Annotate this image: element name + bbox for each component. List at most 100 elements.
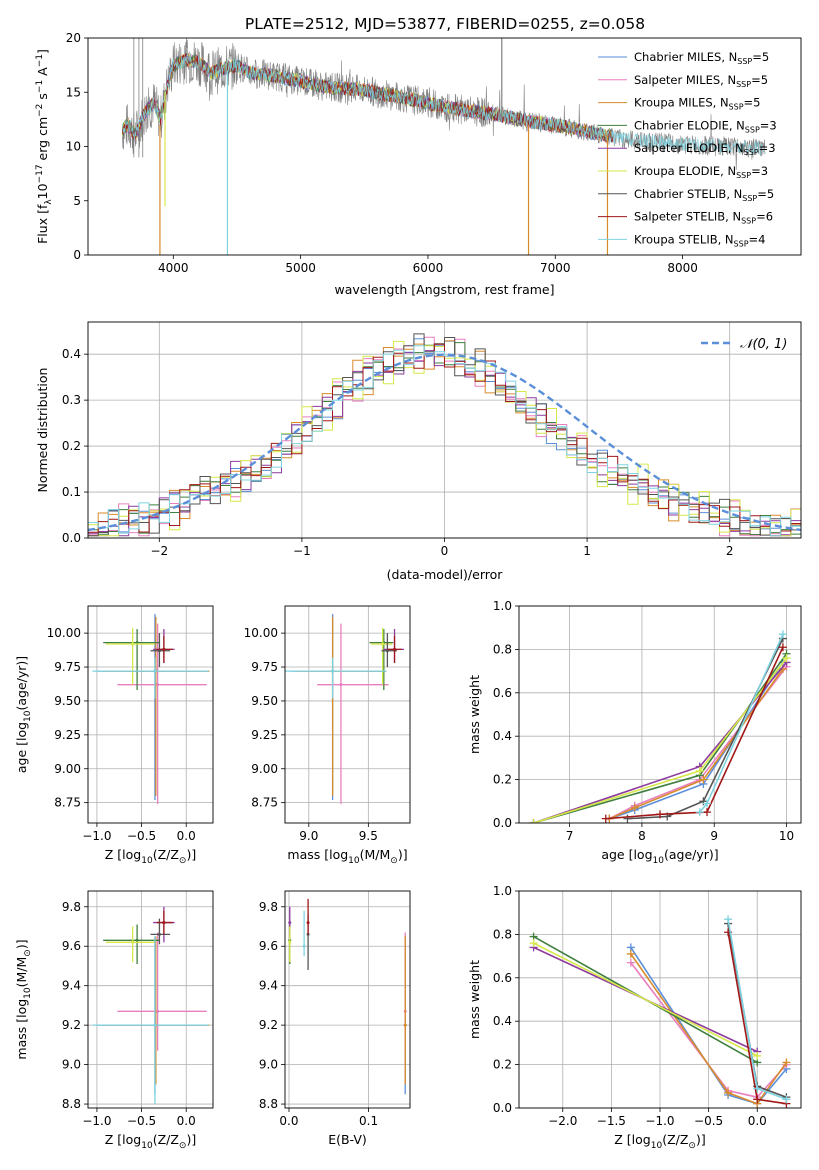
weight-marker [529, 939, 538, 948]
data-point [393, 647, 397, 651]
axes-frame [87, 37, 802, 256]
y-tick-label: 1.0 [493, 884, 512, 898]
x-tick-label: 8 [638, 829, 646, 843]
y-tick-label: 8.75 [54, 796, 81, 810]
ticks: −1.0 −0.5 0.0 8.75 9.00 9.25 9.50 9.75 10.00 [47, 626, 196, 843]
data-point [162, 921, 166, 925]
x-axis-label: (data-model)/error [387, 567, 504, 582]
weight-marker [601, 814, 610, 823]
x-tick-label: 7 [566, 829, 574, 843]
y-tick-label: 9.00 [251, 762, 278, 776]
x-tick-label: 4000 [158, 261, 189, 275]
ticks: 4000 5000 6000 7000 8000 0 5 10 15 20 [66, 31, 698, 275]
y-tick-label: 9.00 [54, 762, 81, 776]
y-tick-label: 0.8 [493, 927, 512, 941]
grid [88, 606, 213, 823]
legend-entry: 𝒩(0, 1) [740, 337, 787, 352]
axes-frame [518, 890, 802, 1109]
y-tick-label: 9.8 [259, 900, 278, 914]
ylabel-label: age [log10(age/yr)] [14, 656, 33, 773]
xlabel-label: E(B-V) [328, 1132, 367, 1147]
x-tick-label: −1 [293, 544, 311, 558]
legend-entry: Salpeter STELIB, NSSP=6 [634, 210, 773, 226]
weight-marker [630, 803, 639, 812]
xlabel-label: Z [log10(Z/Z⊙)] [105, 1132, 196, 1151]
y-tick-label: 0.8 [493, 642, 512, 656]
x-tick-label: 8000 [667, 261, 698, 275]
data-point [288, 940, 292, 944]
axes-frame [87, 890, 214, 1109]
weight-series-0 [630, 946, 788, 1105]
weight-marker [782, 654, 791, 663]
y-axis-label: mass weight [467, 960, 482, 1039]
grid [519, 890, 801, 1109]
y-axis-label: mass weight [467, 675, 482, 754]
x-tick-label: 0.0 [279, 1114, 298, 1128]
x-tick-label: 7000 [540, 261, 571, 275]
x-tick-label: −1.0 [82, 1114, 111, 1128]
weight-series-1 [630, 962, 787, 1099]
grid [519, 605, 801, 824]
weight-marker [753, 1051, 762, 1060]
histogram-8 [88, 345, 801, 537]
y-tick-label: 0.1 [62, 485, 81, 499]
spectrum-panel: 4000 5000 6000 7000 8000 0 5 10 15 20 wavelength [… [35, 31, 802, 297]
y-tick-label: 8.75 [251, 796, 278, 810]
y-tick-label: 0.4 [62, 347, 81, 361]
x-tick-label: 0.0 [177, 829, 196, 843]
data-point [156, 683, 160, 687]
y-tick-label: 9.8 [62, 900, 81, 914]
plot-area [288, 898, 407, 1095]
y-tick-label: 9.6 [259, 939, 278, 953]
data-point [339, 683, 343, 687]
weight-marker [656, 810, 664, 819]
weight-marker [782, 1095, 791, 1104]
data-point [288, 921, 292, 925]
weight-series-2 [630, 953, 788, 1105]
axes-frame [87, 605, 214, 824]
y-tick-label: 1.0 [493, 599, 512, 613]
mass-vs-ebv-panel: 0.0 0.1 8.8 9.0 9.2 9.4 9.6 9.8 E(B-V) [259, 890, 411, 1147]
y-tick-label: 8.8 [259, 1097, 278, 1111]
data-point [331, 669, 335, 673]
mass-vs-metallicity-panel: −1.0 −0.5 0.0 8.8 9.0 9.2 9.4 9.6 9.8 Z [log10(Z/… [14, 890, 214, 1151]
y-tick-label: 0.3 [62, 393, 81, 407]
legend-entry: Kroupa STELIB, NSSP=4 [634, 232, 765, 248]
plot-area [122, 38, 766, 255]
y-tick-label: 9.75 [251, 660, 278, 674]
legend-entry: Kroupa ELODIE, NSSP=3 [634, 164, 768, 180]
y-tick-label: 10.00 [47, 626, 81, 640]
legend-entry: Salpeter ELODIE, NSSP=3 [634, 141, 776, 157]
grid [88, 891, 213, 1108]
x-tick-label: 0.0 [177, 1114, 196, 1128]
x-tick-label: 9.0 [299, 829, 318, 843]
x-tick-label: 0.1 [359, 1114, 378, 1128]
legend-entry: Chabrier MILES, NSSP=5 [634, 50, 769, 66]
ticks: 9.0 9.5 8.75 9.00 9.25 9.50 9.75 10.00 [244, 626, 378, 843]
data-point [302, 944, 306, 948]
weight-marker [782, 1058, 791, 1067]
normal-reference-curve [88, 353, 801, 532]
weight-marker [753, 1084, 762, 1093]
y-tick-label: 9.0 [259, 1058, 278, 1072]
x-tick-label: 9 [710, 829, 718, 843]
weight-marker [778, 643, 787, 652]
y-tick-label: 0.6 [493, 971, 512, 985]
y-tick-label: 0 [73, 248, 81, 262]
y-tick-label: 9.2 [62, 1018, 81, 1032]
weight-marker [626, 949, 635, 958]
xlabel-label: age [log10(age/yr)] [601, 847, 718, 866]
x-tick-label: −0.5 [127, 829, 156, 843]
ticks: 7 8 9 10 0.0 0.2 0.4 0.6 0.8 1.0 [493, 599, 794, 843]
y-tick-label: 20 [66, 31, 81, 45]
y-tick-label: 9.25 [54, 728, 81, 742]
data-point [131, 642, 135, 646]
x-tick-label: 5000 [285, 261, 316, 275]
weight-marker [529, 819, 538, 823]
ticks: −1.0 −0.5 0.0 8.8 9.0 9.2 9.4 9.6 9.8 [62, 900, 196, 1128]
y-tick-label: 0.2 [493, 1058, 512, 1072]
y-tick-label: 10 [66, 140, 81, 154]
age-vs-metallicity-panel: −1.0 −0.5 0.0 8.75 9.00 9.25 9.50 9.75 10.00 Z [l… [14, 605, 214, 866]
y-tick-label: 9.4 [62, 979, 81, 993]
ticks: −2 −1 0 1 2 0.0 0.1 0.2 0.3 0.4 [62, 347, 734, 558]
